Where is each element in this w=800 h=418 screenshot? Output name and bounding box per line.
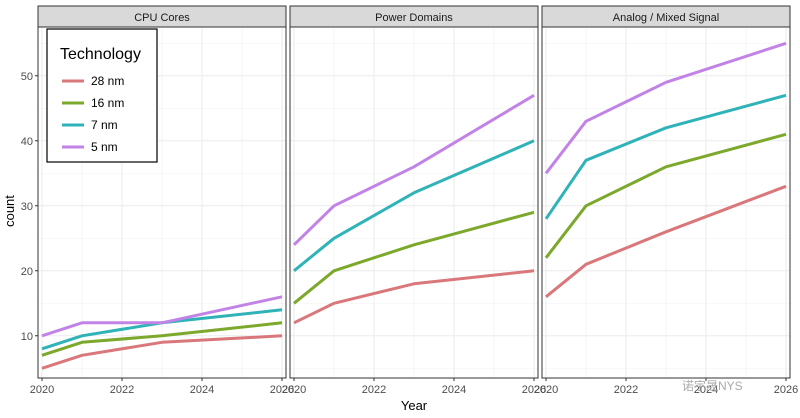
series-line-7-nm xyxy=(41,308,283,351)
panel-strip-title: CPU Cores xyxy=(134,12,190,24)
legend-title: Technology xyxy=(60,46,141,63)
x-tick-label: 2022 xyxy=(362,384,386,396)
x-axis-title: Year xyxy=(401,398,428,413)
series-line-5-nm xyxy=(544,41,787,175)
x-tick-label: 2026 xyxy=(774,384,798,396)
panel-strip-title: Power Domains xyxy=(375,12,453,24)
series-line-7-nm xyxy=(544,93,787,220)
y-axis: 10 20 30 40 50 xyxy=(21,71,38,343)
panel-border xyxy=(541,26,791,379)
legend-box xyxy=(46,28,158,163)
legend-label: 5 nm xyxy=(91,140,118,154)
series-line-5-nm xyxy=(41,295,283,338)
x-tick-label: 2022 xyxy=(614,384,638,396)
x-tick-label: 2026 xyxy=(522,384,546,396)
series-line-16-nm xyxy=(293,210,535,305)
series-line-28-nm xyxy=(545,184,787,298)
watermark: 诺宇晟NYS xyxy=(682,379,743,393)
x-tick-label: 2020 xyxy=(282,384,306,396)
panel-border xyxy=(289,26,539,379)
series-line-28-nm xyxy=(41,334,283,370)
panel-strip-title: Analog / Mixed Signal xyxy=(613,12,719,24)
y-tick-label: 30 xyxy=(21,201,33,213)
x-tick-label: 2024 xyxy=(190,384,214,396)
panels: CPU Cores 2020 2022 2024 2026 Power Domains 20… xyxy=(30,5,798,396)
x-tick-label: 2026 xyxy=(270,384,294,396)
legend: Technology 28 nm 16 nm 7 nm 5 nm xyxy=(46,28,158,163)
panel-border xyxy=(37,26,287,379)
x-tick-label: 2024 xyxy=(694,384,718,396)
x-tick-label: 2020 xyxy=(534,384,558,396)
panel-2: Power Domains 2020 2022 2024 2026 xyxy=(282,5,546,396)
x-tick-label: 2022 xyxy=(110,384,134,396)
panel-3: Analog / Mixed Signal 2020 2022 2024 2026 xyxy=(534,5,798,396)
y-tick-label: 10 xyxy=(21,331,33,343)
legend-label: 16 nm xyxy=(91,96,124,110)
series-line-5-nm xyxy=(292,94,535,246)
x-tick-label: 2024 xyxy=(442,384,466,396)
series-line-7-nm xyxy=(293,139,535,272)
y-tick-label: 20 xyxy=(21,266,33,278)
series-line-28-nm xyxy=(293,269,535,325)
legend-label: 7 nm xyxy=(91,118,118,132)
y-axis-title: count xyxy=(2,195,17,227)
y-tick-label: 50 xyxy=(21,71,33,83)
x-tick-label: 2020 xyxy=(30,384,54,396)
series-line-16-nm xyxy=(41,321,283,357)
series-line-16-nm xyxy=(544,132,787,259)
legend-label: 28 nm xyxy=(91,74,124,88)
y-tick-label: 40 xyxy=(21,136,33,148)
